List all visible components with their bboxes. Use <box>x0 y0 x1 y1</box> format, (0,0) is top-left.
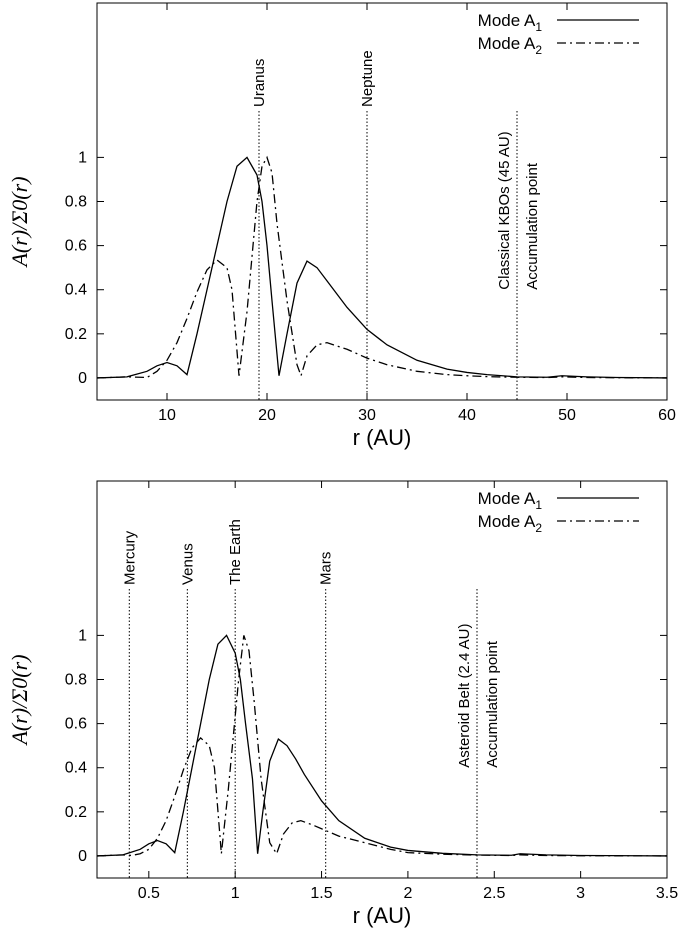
annotation-label: Venus <box>179 543 196 585</box>
annotation-label: Mercury <box>121 530 138 585</box>
legend-label-main: Mode A <box>478 34 536 53</box>
y-tick-label: 0.4 <box>65 282 87 299</box>
y-tick-label: 0.8 <box>65 672 87 689</box>
series-line-1 <box>96 156 668 379</box>
chart-panel-2: 0 0.2 0.4 0.6 0.8 1 0.5 1 1.5 2 2.5 3 3.5 Mercury Venu… <box>7 480 678 928</box>
series-line-2 <box>96 635 668 857</box>
y-tick-label: 0.6 <box>65 238 87 255</box>
annotation-label: Classical KBOs (45 AU) <box>496 131 513 289</box>
x-tick-label: 10 <box>158 407 176 424</box>
legend-label-sub: 2 <box>535 43 542 57</box>
annotation-label: Asteroid Belt (2.4 AU) <box>456 623 473 767</box>
legend-label: Mode A2 <box>478 34 543 57</box>
chart-panel-1: 0 0.2 0.4 0.6 0.8 1 10 20 30 40 50 60 Uranus Neptune C… <box>7 2 676 450</box>
y-tick-label: 0.4 <box>65 760 87 777</box>
y-tick-label: 0.2 <box>65 804 87 821</box>
x-tick-label: 2 <box>403 885 412 902</box>
y-tick-label: 0 <box>78 848 87 865</box>
annotation-label: The Earth <box>227 519 244 585</box>
legend-label-main: Mode A <box>478 489 536 508</box>
x-tick-label: 20 <box>258 407 276 424</box>
x-tick-label: 2.5 <box>483 885 505 902</box>
legend-label-sub: 1 <box>535 20 542 34</box>
annotation-label-secondary: Accumulation point <box>524 162 541 290</box>
legend-label-sub: 2 <box>535 521 542 535</box>
legend-label-sub: 1 <box>535 498 542 512</box>
annotation-label-secondary: Accumulation point <box>484 640 501 768</box>
y-tick-label: 0.6 <box>65 716 87 733</box>
legend-label: Mode A1 <box>478 11 543 34</box>
y-tick-label: 1 <box>78 149 87 166</box>
series-line-2 <box>96 155 668 379</box>
legend-label: Mode A1 <box>478 489 543 512</box>
y-tick-label: 0 <box>78 370 87 387</box>
x-tick-label: 60 <box>658 407 676 424</box>
x-axis-label: r (AU) <box>353 903 412 928</box>
y-axis-label: A(r)/Σ0(r) <box>7 654 32 746</box>
x-tick-label: 50 <box>558 407 576 424</box>
y-tick-label: 0.2 <box>65 326 87 343</box>
y-axis-label: A(r)/Σ0(r) <box>7 176 32 268</box>
x-tick-label: 3.5 <box>656 885 678 902</box>
annotation-label: Uranus <box>251 59 268 107</box>
annotation-label: Mars <box>318 552 335 585</box>
y-tick-label: 1 <box>78 627 87 644</box>
x-tick-label: 3 <box>576 885 585 902</box>
legend-label-main: Mode A <box>478 11 536 30</box>
legend-label-main: Mode A <box>478 512 536 531</box>
x-tick-label: 1 <box>231 885 240 902</box>
legend-label: Mode A2 <box>478 512 543 535</box>
series-line-1 <box>96 634 668 857</box>
x-tick-label: 1.5 <box>310 885 332 902</box>
y-tick-label: 0.8 <box>65 194 87 211</box>
x-axis-label: r (AU) <box>353 425 412 450</box>
x-tick-label: 30 <box>358 407 376 424</box>
x-tick-label: 40 <box>458 407 476 424</box>
x-tick-label: 0.5 <box>138 885 160 902</box>
annotation-label: Neptune <box>359 50 376 107</box>
